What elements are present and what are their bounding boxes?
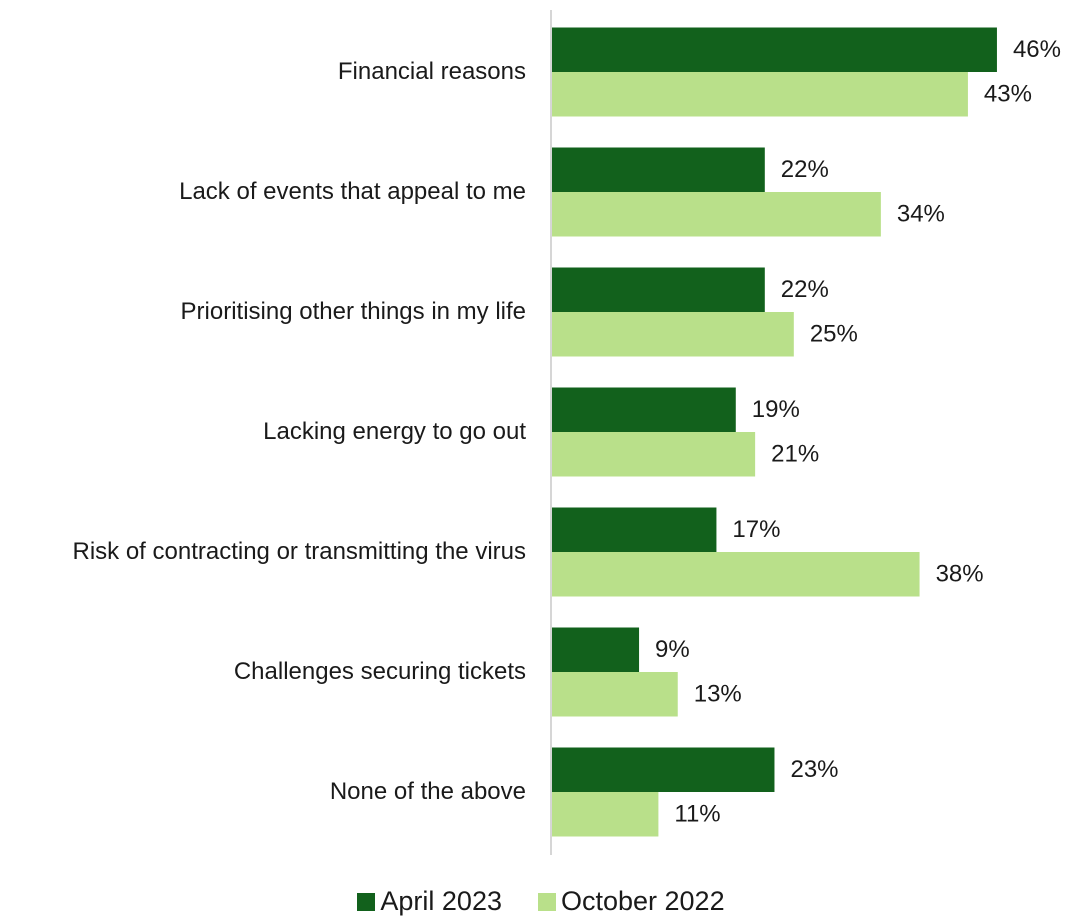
category-label: Risk of contracting or transmitting the … <box>72 538 526 565</box>
data-label: 43% <box>984 81 1032 108</box>
bar <box>552 627 640 672</box>
category-label: Lacking energy to go out <box>263 418 526 445</box>
legend-item: October 2022 <box>537 886 725 917</box>
bar <box>552 72 968 117</box>
legend-label: October 2022 <box>560 886 725 916</box>
category-label: Lack of events that appeal to me <box>179 178 526 205</box>
legend-label: April 2023 <box>380 886 502 916</box>
data-label: 25% <box>810 321 858 348</box>
data-label: 23% <box>790 756 838 783</box>
bar <box>552 192 881 237</box>
plot: 46% 43% 22% 34% 22% 25% 19% 21% 17% 38% 9%13% 23% 11… <box>550 10 1061 855</box>
category-label: Financial reasons <box>337 58 526 85</box>
legend-item: April 2023 <box>357 886 502 917</box>
data-label: 9% <box>655 636 690 663</box>
category-label: Challenges securing tickets <box>233 658 526 685</box>
bar <box>552 312 794 357</box>
legend-swatch <box>357 892 376 911</box>
data-label: 17% <box>732 516 780 543</box>
data-label: 34% <box>897 201 945 228</box>
bar <box>552 552 920 597</box>
data-label: 46% <box>1013 36 1061 63</box>
bar <box>552 672 678 717</box>
category-label: Prioritising other things in my life <box>180 298 526 325</box>
legend-swatch <box>537 892 556 911</box>
bar <box>552 792 659 837</box>
bar <box>552 27 997 72</box>
data-label: 11% <box>674 801 720 828</box>
data-label: 13% <box>694 681 742 708</box>
data-label: 38% <box>936 561 984 588</box>
bar <box>552 387 736 432</box>
bar <box>552 147 765 192</box>
data-label: 21% <box>771 441 819 468</box>
category-label: None of the above <box>329 778 526 805</box>
legend: April 2023 October 2022 <box>0 886 1082 918</box>
bar <box>552 267 765 312</box>
data-label: 19% <box>752 396 800 423</box>
bar <box>552 507 717 552</box>
bar <box>552 432 756 477</box>
data-label: 22% <box>781 156 829 183</box>
data-label: 22% <box>781 276 829 303</box>
bar <box>552 747 775 792</box>
